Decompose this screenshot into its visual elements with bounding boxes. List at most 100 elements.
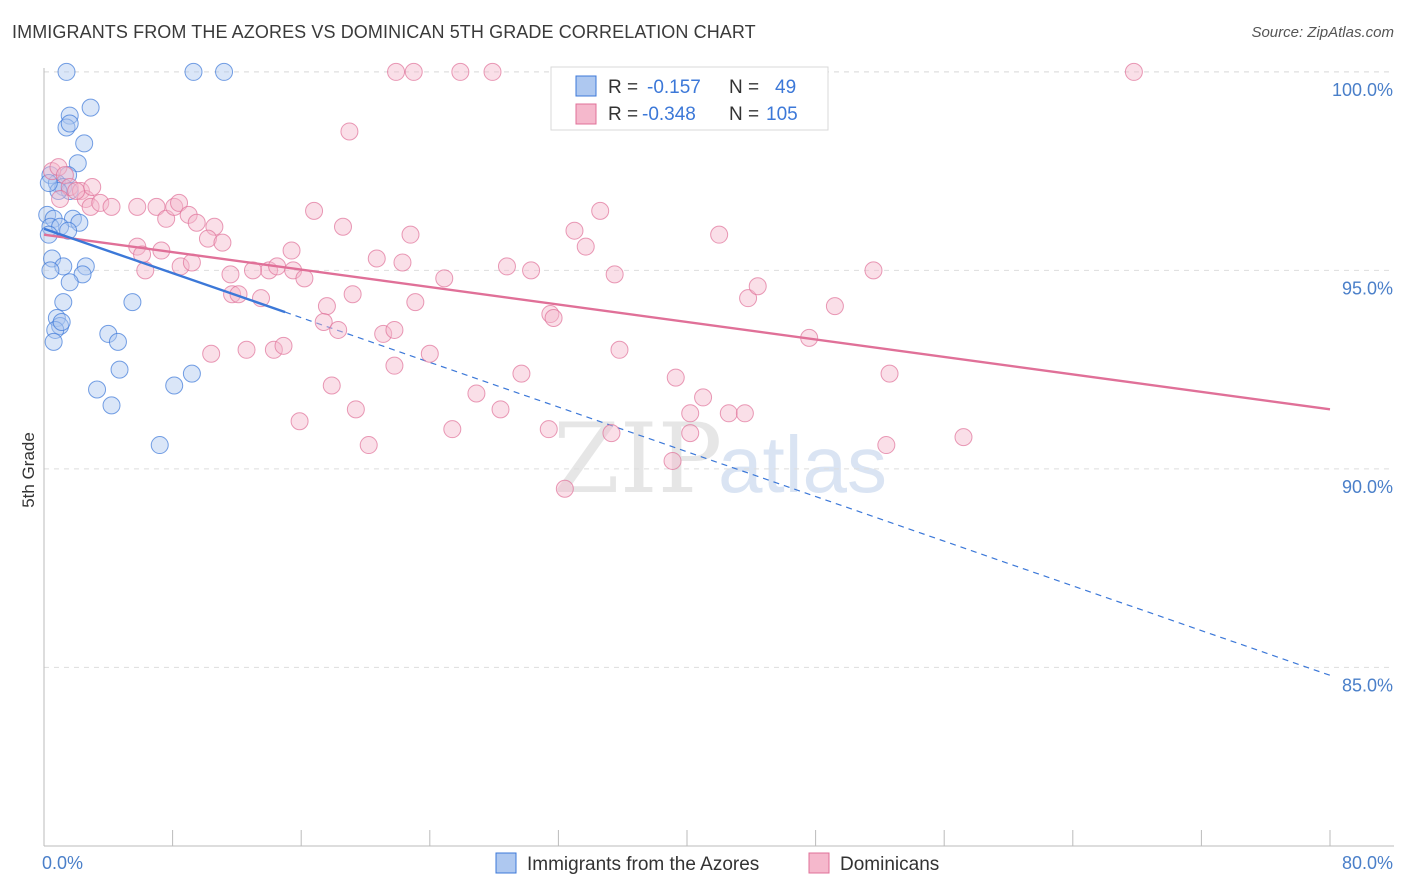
watermark: ZIP atlas <box>553 403 887 515</box>
stats-legend: R = -0.157 N = 49 R = -0.348 N = 105 <box>550 66 829 131</box>
watermark-zip: ZIP <box>553 403 722 515</box>
dominicans-point <box>443 420 462 439</box>
azores-point <box>44 332 63 351</box>
y-axis-label: 5th Grade <box>19 432 38 508</box>
dominicans-point <box>317 297 336 316</box>
dominicans-point <box>305 201 324 220</box>
azores-point <box>39 174 58 193</box>
dominicans-point <box>694 388 713 407</box>
dominicans-point <box>83 178 102 197</box>
dominicans-point <box>420 344 439 363</box>
dominicans-point <box>91 193 110 212</box>
azores-point <box>75 134 94 153</box>
dominicans-point <box>406 293 425 312</box>
stats-legend-pink-r-label: R = <box>608 104 638 125</box>
dominicans-point <box>385 320 404 339</box>
dominicans-point <box>602 424 621 443</box>
azores-point <box>108 332 127 351</box>
azores-trend-line <box>43 227 286 314</box>
azores-point <box>110 360 129 379</box>
azores-point <box>52 313 71 331</box>
chart-title: IMMIGRANTS FROM THE AZORES VS DOMINICAN … <box>12 22 756 42</box>
y-tick-label: 100.0% <box>1332 80 1393 100</box>
dominicans-point <box>544 309 563 328</box>
azores-point <box>60 114 79 133</box>
stats-legend-blue-r-value: -0.157 <box>647 77 701 98</box>
azores-point <box>150 436 169 455</box>
azores-point <box>102 396 121 415</box>
dominicans-point <box>735 404 754 423</box>
dominicans-point <box>274 336 293 355</box>
azores-point <box>123 293 142 312</box>
dominicans-point <box>666 368 685 387</box>
dominicans-point <box>51 189 70 208</box>
dominicans-point <box>663 451 682 470</box>
dominicans-point <box>387 62 406 81</box>
dominicans-point <box>102 197 121 216</box>
dominicans-point <box>314 313 333 331</box>
dominicans-point <box>605 265 624 284</box>
stats-legend-pink-n-value: 105 <box>766 104 798 125</box>
watermark-atlas: atlas <box>718 420 887 509</box>
dominicans-trend-line <box>43 233 1331 411</box>
dominicans-point <box>55 166 74 185</box>
dominicans-point <box>322 376 341 395</box>
dominicans-point <box>719 404 738 423</box>
y-tick-label: 90.0% <box>1342 477 1393 497</box>
y-tick-label: 95.0% <box>1342 278 1393 298</box>
series-legend-pink-label: Dominicans <box>840 854 939 875</box>
dominicans-point <box>202 344 221 363</box>
dominicans-point <box>374 324 393 343</box>
series-legend: Immigrants from the Azores Dominicans <box>495 852 939 875</box>
dominicans-point <box>539 420 558 439</box>
dominicans-point <box>282 241 301 260</box>
azores-point <box>215 62 234 81</box>
dominicans-point <box>512 364 531 383</box>
dominicans-point <box>880 364 899 383</box>
dominicans-point <box>555 479 574 498</box>
dominicans-point <box>864 261 883 280</box>
dominicans-point <box>359 436 378 455</box>
dominicans-point <box>576 237 595 256</box>
dominicans-point <box>67 182 86 200</box>
dominicans-point <box>205 217 224 236</box>
dominicans-point <box>170 193 189 212</box>
azores-point <box>54 293 73 312</box>
dominicans-point <box>497 257 516 276</box>
dominicans-point <box>435 269 454 288</box>
dominicans-point <box>346 400 365 419</box>
azores-point <box>184 62 203 81</box>
stats-legend-pink-r-value: -0.348 <box>642 104 696 125</box>
dominicans-point <box>401 225 420 244</box>
stats-legend-pink-n-label: N = <box>729 104 759 125</box>
y-tick-label: 85.0% <box>1342 675 1393 695</box>
series-legend-blue-label: Immigrants from the Azores <box>527 854 759 875</box>
dominicans-point <box>491 400 510 419</box>
grid-lines <box>44 71 1394 668</box>
dominicans-point <box>610 340 629 359</box>
stats-legend-blue-r-label: R = <box>608 77 638 98</box>
dominicans-point <box>748 277 767 296</box>
dominicans-point <box>591 201 610 220</box>
dominicans-point <box>710 225 729 244</box>
dominicans-point <box>1124 62 1143 81</box>
dominicans-point <box>198 229 217 248</box>
dominicans-point <box>385 356 404 375</box>
stats-legend-blue-n-value: 49 <box>775 77 796 98</box>
azores-point <box>68 154 87 173</box>
x-tick-right: 80.0% <box>1342 853 1393 873</box>
dominicans-point <box>451 62 470 81</box>
dominicans-point <box>333 217 352 236</box>
dominicans-point <box>954 428 973 447</box>
trend-lines <box>284 311 1331 676</box>
dominicans-point <box>290 412 309 431</box>
dominicans-point <box>147 197 166 216</box>
dominicans-point <box>221 265 240 284</box>
azores-point <box>182 364 201 383</box>
dominicans-point <box>483 62 502 81</box>
dominicans-point <box>295 269 314 288</box>
dominicans-point <box>522 261 541 280</box>
dominicans-point <box>367 249 386 268</box>
chart-source: Source: ZipAtlas.com <box>1251 24 1394 41</box>
